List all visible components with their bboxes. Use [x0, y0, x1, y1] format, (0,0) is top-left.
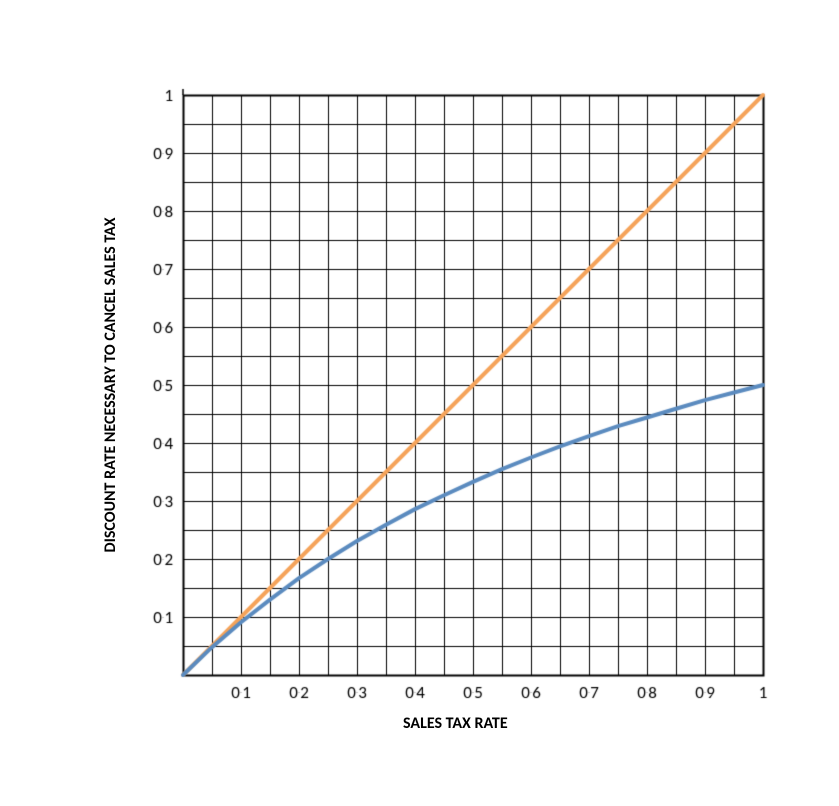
y-axis-label: DISCOUNT RATE NECESSARY TO CANCEL SALES … [101, 95, 120, 675]
chart-container: SALES TAX RATE DISCOUNT RATE NECESSARY T… [0, 0, 839, 806]
chart-canvas [0, 0, 839, 806]
x-axis-label: SALES TAX RATE [0, 714, 839, 733]
